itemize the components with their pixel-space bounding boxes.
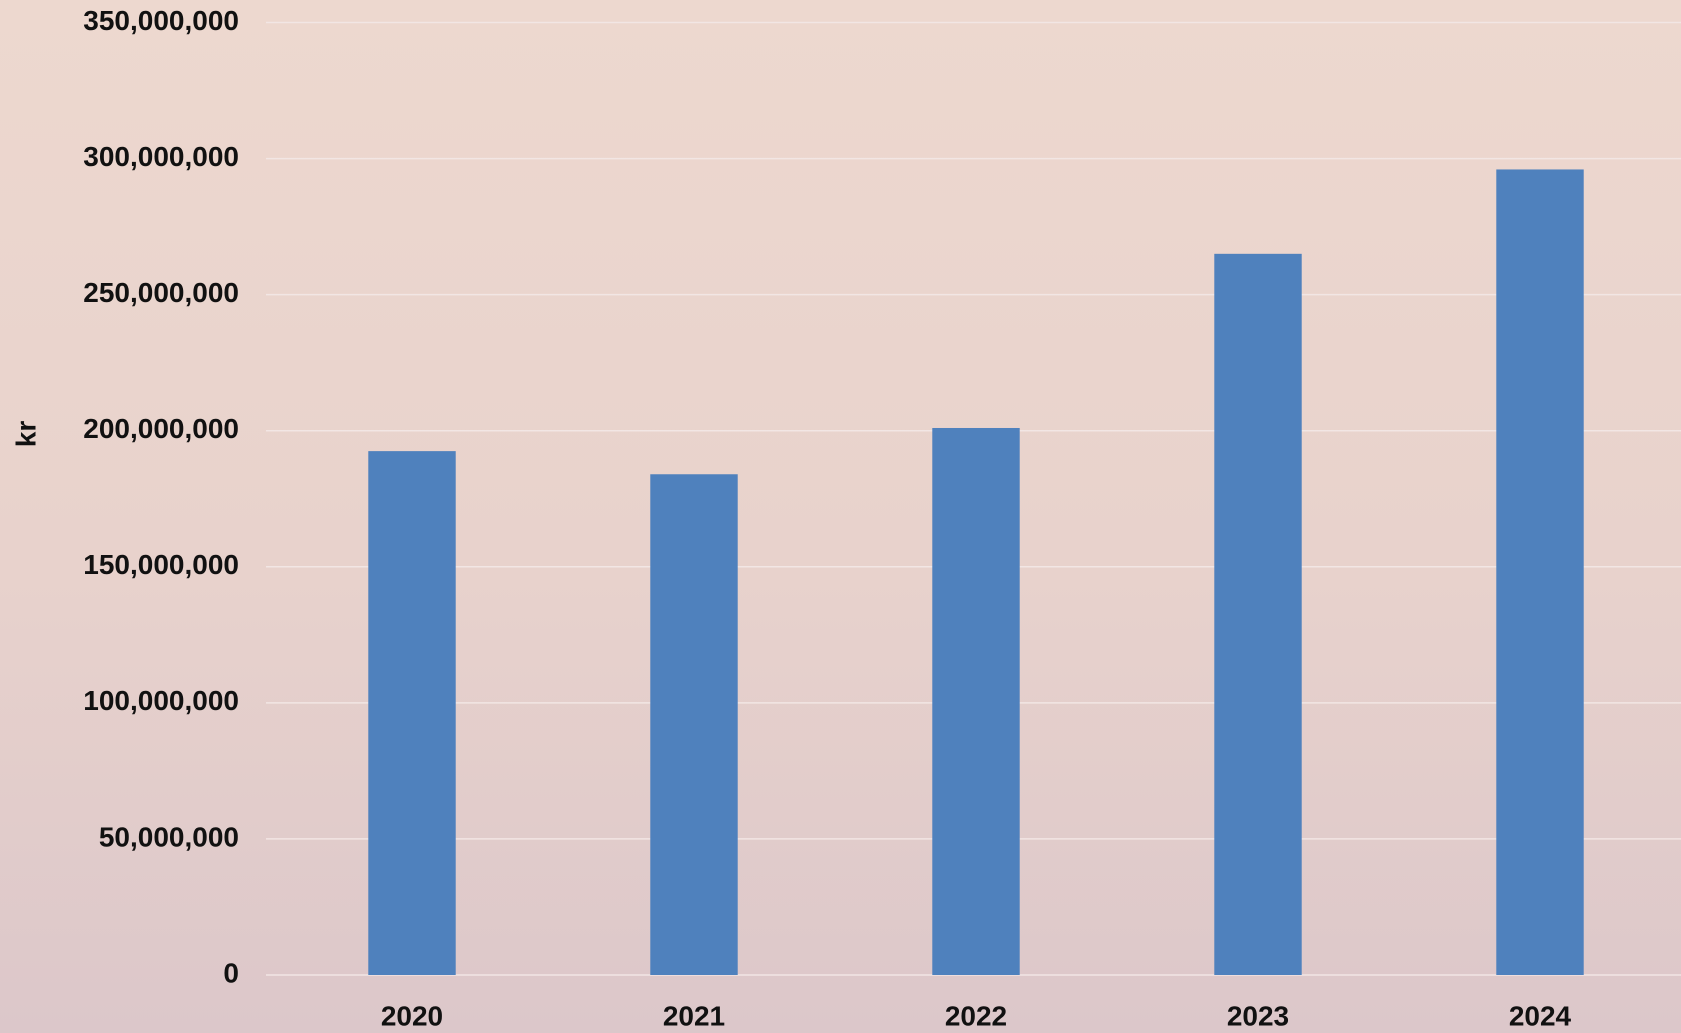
chart: kr 0 50,000,000 100,000,000 150,000,000 200,… (0, 0, 1681, 1033)
y-axis-label: kr (10, 421, 41, 448)
x-tick-label: 2020 (381, 1000, 443, 1031)
y-tick-label: 200,000,000 (83, 413, 239, 444)
y-tick-label: 350,000,000 (83, 5, 239, 36)
bar (1214, 254, 1301, 975)
y-tick-label: 100,000,000 (83, 685, 239, 716)
y-tick-label: 0 (223, 957, 239, 988)
y-tick-label: 150,000,000 (83, 549, 239, 580)
x-tick-label: 2021 (663, 1000, 725, 1031)
y-tick-label: 300,000,000 (83, 141, 239, 172)
y-tick-label: 50,000,000 (99, 821, 239, 852)
bar (368, 451, 455, 975)
x-tick-label: 2022 (945, 1000, 1007, 1031)
x-tick-label: 2024 (1509, 1000, 1572, 1031)
y-tick-label: 250,000,000 (83, 277, 239, 308)
bar (1496, 169, 1583, 975)
x-tick-label: 2023 (1227, 1000, 1289, 1031)
bar (932, 428, 1019, 975)
bar (650, 474, 737, 975)
